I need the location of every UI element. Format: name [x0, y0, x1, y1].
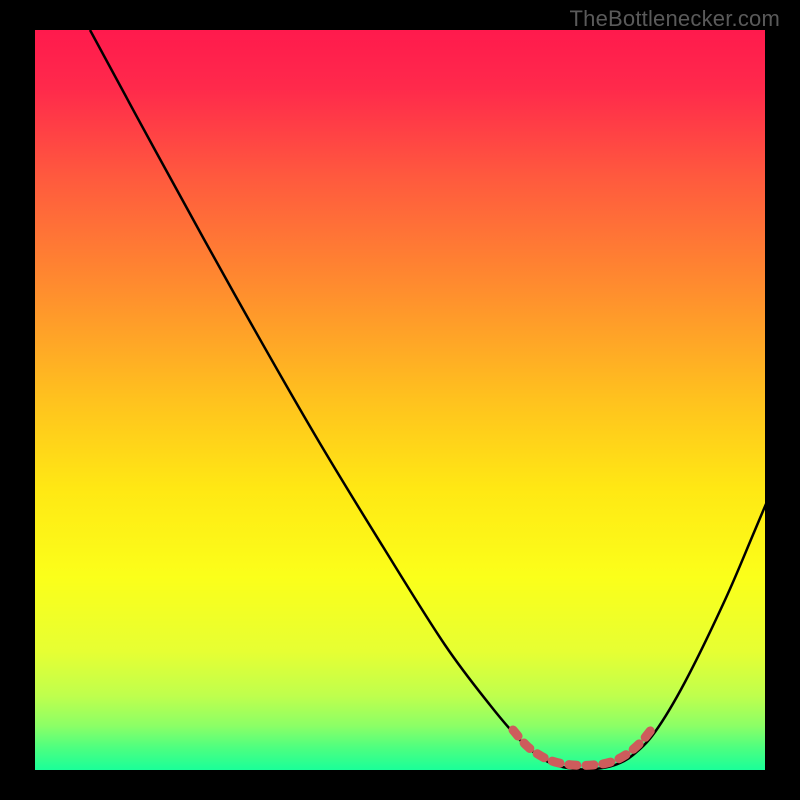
gradient-background: [35, 30, 765, 770]
watermark-text: TheBottlenecker.com: [570, 6, 780, 32]
chart-container: TheBottlenecker.com: [0, 0, 800, 800]
bottleneck-curve-chart: [0, 0, 800, 800]
